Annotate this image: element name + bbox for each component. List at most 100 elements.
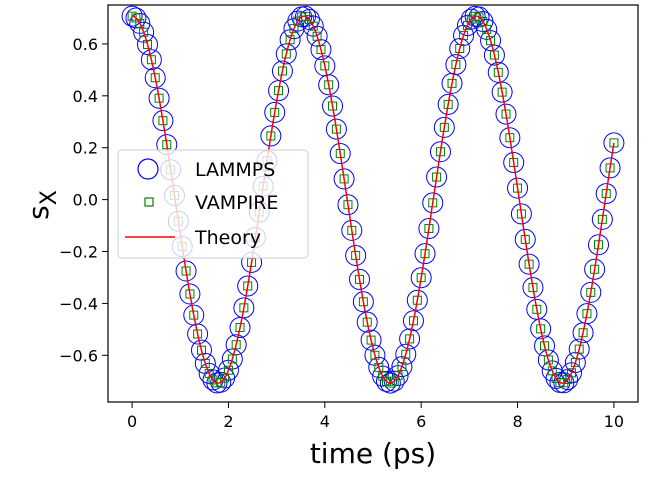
legend-label-vampire: VAMPIRE: [195, 192, 278, 214]
svg-text:sX: sX: [22, 190, 62, 220]
vampire-point: [146, 55, 156, 65]
vampire-point: [320, 61, 330, 71]
vampire-point: [312, 31, 322, 41]
x-tick-label: 8: [512, 412, 522, 431]
lammps-point: [140, 49, 162, 71]
vampire-point: [308, 21, 318, 31]
vampire-point: [486, 36, 496, 46]
lammps-point: [318, 74, 340, 96]
vampire-point: [227, 354, 237, 364]
lammps-point: [518, 253, 540, 275]
y-tick-label: −0.4: [59, 294, 98, 313]
lammps-point: [468, 6, 490, 28]
lammps-point: [322, 95, 344, 117]
lammps-point: [433, 116, 455, 138]
lammps-point: [375, 370, 397, 392]
lammps-point: [410, 267, 432, 289]
vampire-point: [200, 358, 210, 368]
vampire-point: [540, 341, 550, 351]
vampire-point: [536, 324, 546, 334]
lammps-point: [210, 371, 232, 393]
vampire-point: [285, 35, 295, 45]
lammps-point: [487, 61, 509, 83]
legend-label-theory: Theory: [194, 227, 261, 249]
vampire-point: [362, 317, 372, 327]
vampire-point: [570, 358, 580, 368]
lammps-point: [437, 93, 459, 115]
vampire-point: [405, 334, 415, 344]
lammps-point: [587, 234, 609, 256]
x-tick-label: 10: [604, 412, 624, 431]
lammps-point: [260, 125, 282, 147]
vampire-point: [401, 349, 411, 359]
vampire-point: [316, 45, 326, 55]
lammps-point: [264, 101, 286, 123]
lammps-point: [499, 127, 521, 149]
vampire-point: [193, 329, 203, 339]
vampire-point: [370, 350, 380, 360]
theory-line: [132, 15, 615, 384]
lammps-point: [144, 67, 166, 89]
lammps-point: [329, 143, 351, 165]
lammps-point: [349, 268, 371, 290]
y-axis-title-main: s: [22, 205, 55, 220]
vampire-point: [489, 50, 499, 60]
y-tick-label: −0.2: [59, 243, 98, 262]
vampire-point: [543, 355, 553, 365]
lammps-point: [341, 219, 363, 241]
vampire-point: [574, 344, 584, 354]
y-tick-label: 0.4: [73, 87, 98, 106]
lammps-point: [399, 328, 421, 350]
lammps-point: [507, 177, 529, 199]
lammps-point: [510, 203, 532, 225]
vampire-point: [482, 24, 492, 34]
x-axis-title: time (ps): [310, 437, 436, 470]
series-lammps: [121, 5, 625, 394]
vampire-point: [223, 365, 233, 375]
lammps-point: [599, 157, 621, 179]
lammps-point: [333, 168, 355, 190]
lammps-point: [125, 7, 147, 29]
vampire-point: [366, 335, 376, 345]
lammps-point: [337, 194, 359, 216]
vampire-point: [578, 328, 588, 338]
lammps-point: [233, 297, 255, 319]
lammps-point: [522, 277, 544, 299]
legend: LAMMPS VAMPIRE Theory: [117, 149, 309, 259]
vampire-point: [393, 371, 403, 381]
vampire-point: [143, 39, 153, 49]
lammps-point: [503, 152, 525, 174]
lammps-point: [591, 208, 613, 230]
lammps-point: [187, 323, 209, 345]
vampire-point: [196, 345, 206, 355]
x-tick-label: 2: [223, 412, 233, 431]
vampire-point: [277, 66, 287, 76]
lammps-point: [414, 243, 436, 265]
vampire-point: [281, 49, 291, 59]
lammps-point: [580, 281, 602, 303]
lammps-point: [352, 291, 374, 313]
vampire-point: [455, 43, 465, 53]
y-tick-label: −0.6: [59, 346, 98, 365]
vampire-point: [139, 27, 149, 37]
x-tick-label: 6: [416, 412, 426, 431]
lammps-point: [576, 303, 598, 325]
lammps-point: [152, 110, 174, 132]
legend-marker-vampire: [144, 197, 154, 207]
lammps-point: [603, 132, 625, 154]
y-axis: −0.6 −0.4 −0.2 0.0 0.2 0.4 0.6: [59, 35, 108, 365]
x-tick-label: 4: [320, 412, 330, 431]
vampire-point: [408, 316, 418, 326]
y-axis-title: sX: [22, 190, 62, 220]
lammps-point: [345, 244, 367, 266]
legend-label-lammps: LAMMPS: [195, 159, 275, 181]
lammps-point: [237, 275, 259, 297]
lammps-point: [148, 87, 170, 109]
legend-box: [117, 149, 309, 259]
vampire-point: [397, 362, 407, 372]
lammps-point: [418, 218, 440, 240]
x-axis: 0 2 4 6 8 10: [127, 402, 624, 431]
vampire-point: [135, 18, 145, 28]
series-layer: [121, 5, 625, 394]
